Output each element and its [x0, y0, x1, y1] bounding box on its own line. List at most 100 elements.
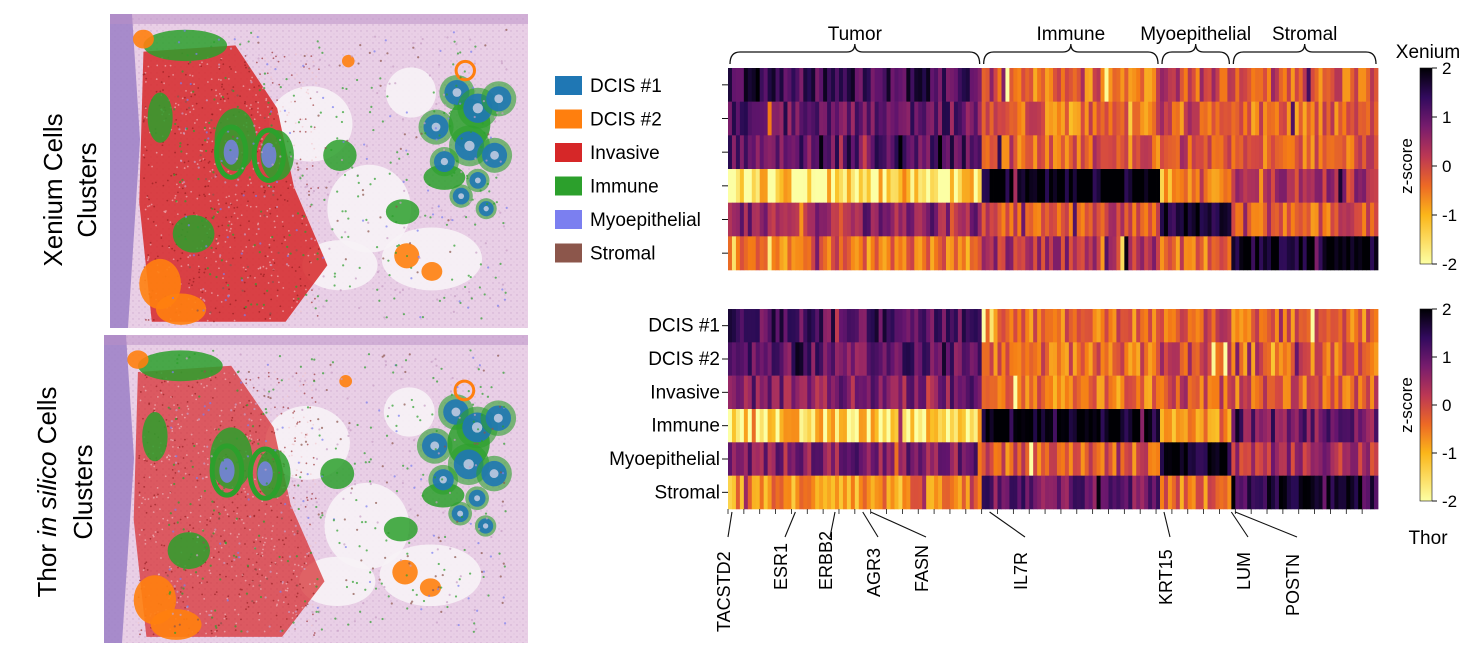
heatmap-cell	[1096, 68, 1101, 102]
heatmap-cell	[779, 101, 784, 136]
heatmap-cell	[1187, 375, 1193, 410]
heatmap-cell	[985, 442, 990, 476]
heatmap-cell	[787, 101, 792, 136]
heatmap-cell	[1104, 135, 1109, 170]
heatmap-cell	[1314, 169, 1319, 203]
heatmap-cell	[1053, 442, 1058, 476]
heatmap-cell	[1037, 135, 1042, 170]
heatmap-cell	[1231, 202, 1236, 237]
heatmap-cell	[1160, 169, 1165, 203]
heatmap-cell	[1298, 375, 1304, 410]
heatmap-cell	[1263, 236, 1268, 271]
heatmap-cell	[1132, 169, 1137, 203]
heatmap-cell	[1005, 442, 1010, 476]
heatmap-cell	[1274, 375, 1280, 410]
heatmap-cell	[886, 135, 891, 170]
heatmap-cell	[1001, 475, 1006, 510]
heatmap-cell	[938, 475, 943, 510]
heatmap-cell	[838, 169, 844, 203]
heatmap-cell	[1096, 375, 1101, 410]
heatmap-cell	[739, 202, 745, 237]
heatmap-cell	[1310, 236, 1315, 271]
heatmap-cell	[1207, 309, 1212, 343]
heatmap-cell	[1029, 309, 1034, 343]
heatmap-cell	[1112, 375, 1117, 410]
dcis2-region	[150, 609, 202, 640]
heatmap-cell	[1041, 342, 1046, 376]
heatmap-cell	[1362, 202, 1367, 237]
heatmap-cell	[747, 169, 753, 203]
heatmap-cell	[1211, 409, 1216, 443]
heatmap-cell	[1045, 135, 1050, 170]
heatmap-cell	[1227, 68, 1232, 102]
heatmap-cell	[1060, 475, 1066, 510]
heatmap-cell	[973, 135, 979, 170]
heatmap-cell	[1366, 309, 1371, 343]
heatmap-cell	[1025, 236, 1030, 271]
heatmap-cell	[1171, 342, 1177, 376]
heatmap-cell	[1144, 409, 1149, 443]
heatmap-cell	[945, 442, 951, 476]
heatmap-cell	[1045, 169, 1050, 203]
heatmap-cell	[981, 68, 987, 102]
heatmap-cell	[1025, 68, 1030, 102]
heatmap-cell	[1274, 135, 1280, 170]
heatmap-cell	[1156, 68, 1161, 102]
heatmap-cell	[1171, 442, 1177, 476]
heatmap-cell	[1163, 236, 1169, 271]
heatmap-cell	[981, 442, 987, 476]
heatmap-cell	[1243, 68, 1248, 102]
heatmap-cell	[926, 101, 931, 136]
heatmap-cell	[874, 236, 880, 271]
legend-item: Invasive	[555, 143, 660, 164]
colorbar-tick-label: 1	[1442, 108, 1451, 127]
heatmap-cell	[1056, 135, 1062, 170]
heatmap-cell	[1318, 442, 1323, 476]
heatmap-cell	[1009, 135, 1014, 170]
heatmap-cell	[1112, 309, 1117, 343]
immune-region	[143, 29, 228, 62]
heatmap-cell	[823, 101, 828, 136]
heatmap-cell	[1322, 342, 1327, 376]
heatmap-cell	[1045, 68, 1050, 102]
heatmap-cell	[1179, 101, 1185, 136]
heatmap-cell	[1298, 442, 1304, 476]
heatmap-cell	[731, 342, 737, 376]
heatmap-cell	[1227, 236, 1232, 271]
heatmap-cell	[1239, 375, 1244, 410]
heatmap-cell	[1195, 375, 1201, 410]
heatmap-cell	[1136, 202, 1141, 237]
heatmap-cell	[858, 202, 864, 237]
tissue-white-space	[327, 164, 411, 253]
legend-swatch	[555, 210, 582, 229]
heatmap-cell	[1322, 309, 1327, 343]
heatmap-cell	[743, 236, 749, 271]
heatmap-cell	[1179, 135, 1185, 170]
heatmap-cell	[930, 68, 935, 102]
heatmap-cell	[735, 409, 741, 443]
dcis2-region	[127, 350, 149, 369]
heatmap-cell	[1298, 236, 1304, 271]
heatmap-cell	[763, 309, 769, 343]
heatmap-cell	[1092, 475, 1097, 510]
heatmap-cell	[965, 169, 971, 203]
heatmap-cell	[1370, 409, 1375, 443]
heatmap-cell	[985, 68, 990, 102]
heatmap-cell	[922, 236, 927, 271]
heatmap-cell	[1068, 202, 1074, 237]
heatmap-cell	[1243, 342, 1248, 376]
heatmap-cell	[969, 309, 975, 343]
heatmap-cell	[811, 409, 816, 443]
heatmap-cell	[811, 169, 816, 203]
heatmap-cell	[1037, 375, 1042, 410]
heatmap-cell	[1302, 202, 1308, 237]
heatmap-cell	[1322, 101, 1327, 136]
heatmap-cell	[831, 475, 836, 510]
heatmap-cell	[1219, 475, 1224, 510]
heatmap-cell	[831, 236, 836, 271]
heatmap-cell	[902, 475, 907, 510]
heatmap-cell	[1326, 409, 1331, 443]
heatmap-cell	[1076, 442, 1082, 476]
heatmap-cell	[1163, 202, 1169, 237]
heatmap-cell	[969, 442, 975, 476]
